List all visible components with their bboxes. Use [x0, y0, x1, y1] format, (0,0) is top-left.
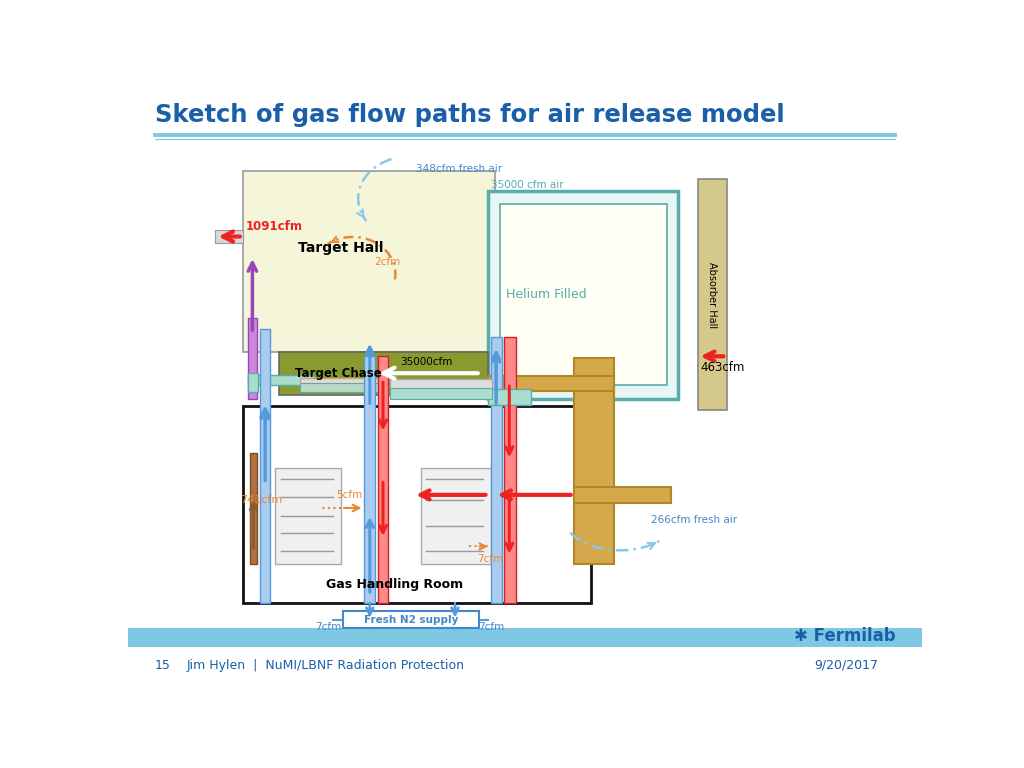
Text: Sketch of gas flow paths for air release model: Sketch of gas flow paths for air release… [155, 103, 784, 127]
Text: ✱ Fermilab: ✱ Fermilab [795, 627, 896, 645]
Bar [248, 375, 314, 385]
Text: Gas Handling Room: Gas Handling Room [326, 578, 463, 591]
Bar [490, 337, 502, 603]
Bar [500, 204, 667, 385]
Text: 1091cfm: 1091cfm [246, 220, 303, 233]
Bar [697, 179, 727, 410]
Text: Absorber Hall: Absorber Hall [708, 262, 718, 328]
Bar [248, 373, 258, 392]
Text: 35000 cfm air: 35000 cfm air [490, 180, 563, 190]
Text: 9/20/2017: 9/20/2017 [814, 658, 878, 671]
Bar [573, 487, 671, 502]
Bar [243, 406, 592, 603]
Bar [275, 468, 341, 564]
Bar [378, 356, 388, 603]
Bar [488, 389, 531, 405]
Text: 2cfm: 2cfm [375, 257, 400, 267]
Text: Target Hall: Target Hall [299, 241, 384, 256]
Bar [280, 353, 488, 395]
Bar [390, 388, 493, 399]
Text: 463cfm: 463cfm [700, 361, 744, 374]
Bar [343, 611, 479, 628]
Text: 266cfm fresh air: 266cfm fresh air [651, 515, 737, 525]
Bar [300, 383, 385, 392]
Bar [421, 468, 490, 564]
Bar [488, 376, 614, 391]
Bar [128, 628, 922, 647]
Text: 7cfm: 7cfm [477, 554, 503, 564]
Bar [504, 337, 515, 603]
Bar [488, 190, 678, 399]
Text: 15: 15 [155, 658, 171, 671]
Bar [215, 230, 243, 243]
Text: 5cfm: 5cfm [336, 490, 361, 500]
Bar [365, 356, 375, 603]
Bar [243, 171, 495, 353]
Bar [390, 379, 493, 389]
Bar [573, 358, 614, 564]
Text: 7cfm: 7cfm [478, 622, 505, 632]
Text: Fresh N2 supply: Fresh N2 supply [364, 614, 458, 624]
Bar [248, 318, 257, 399]
Text: 348cfm fresh air: 348cfm fresh air [417, 164, 503, 174]
Text: Jim Hylen  |  NuMI/LBNF Radiation Protection: Jim Hylen | NuMI/LBNF Radiation Protecti… [186, 658, 464, 671]
Text: 741cfm: 741cfm [241, 495, 283, 505]
Bar [250, 452, 257, 564]
Bar [300, 378, 385, 387]
Text: Target Chase: Target Chase [295, 367, 381, 380]
Text: 35000cfm: 35000cfm [400, 357, 453, 367]
Bar [260, 329, 270, 603]
Text: Helium Filled: Helium Filled [506, 288, 587, 301]
Text: 7cfm: 7cfm [315, 622, 342, 632]
